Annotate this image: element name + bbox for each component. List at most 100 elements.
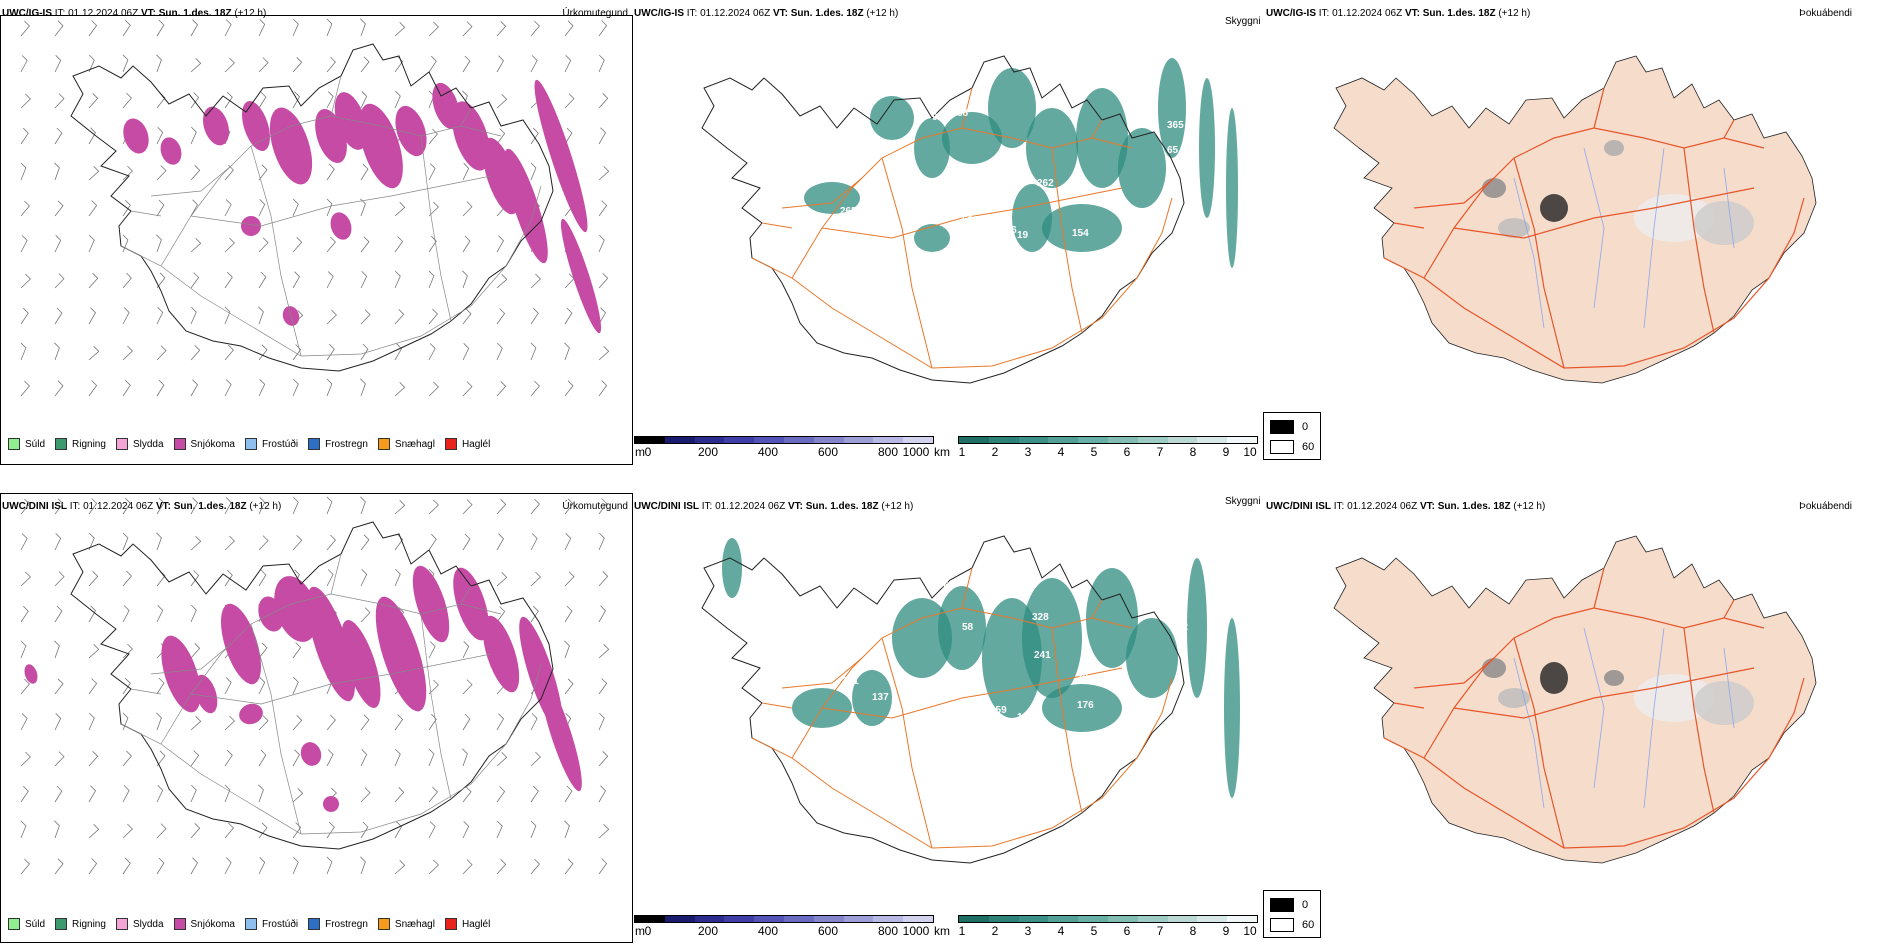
wind-barb	[598, 678, 608, 695]
wind-barb	[598, 751, 609, 767]
wind-barb	[326, 714, 336, 731]
legend-item-frostregn: Frostregn	[308, 438, 368, 450]
wind-barb	[88, 200, 98, 217]
panel-header: UWC/DINI ISL IT: 01.12.2024 06Z VT: Sun.…	[1266, 501, 1546, 512]
wind-barb	[428, 128, 438, 145]
wind-barb	[88, 234, 95, 253]
precip-map-frame-top	[0, 15, 633, 465]
wind-barb	[530, 605, 539, 623]
road-line	[190, 175, 492, 227]
road-line	[791, 607, 1133, 759]
wind-barb	[88, 712, 95, 731]
wind-barb	[20, 571, 31, 587]
wind-barb	[190, 604, 197, 623]
wind-barb	[394, 202, 406, 217]
wind-barb	[326, 749, 334, 767]
wind-barb	[156, 199, 165, 217]
wind-barb	[598, 785, 606, 803]
wind-barb	[326, 856, 333, 875]
fog-map-bottom	[1333, 535, 1817, 864]
snow-area	[482, 137, 520, 215]
wind-barb	[258, 822, 268, 839]
road-line	[961, 87, 973, 129]
wind-barb	[360, 163, 369, 181]
snow-area	[24, 664, 38, 684]
snow-area	[307, 586, 355, 702]
wind-barb	[496, 786, 506, 803]
elevation-label: 241	[1034, 650, 1051, 661]
wind-barb	[564, 498, 574, 515]
wind-barb	[54, 571, 65, 587]
snow-area	[160, 137, 182, 165]
river-line	[1583, 147, 1605, 309]
low-visibility-area	[892, 598, 952, 678]
wind-barb	[326, 343, 335, 361]
wind-barb	[122, 19, 131, 37]
wind-barb	[20, 820, 27, 839]
wind-barb	[394, 236, 404, 253]
wind-barb	[360, 343, 369, 361]
snow-area	[560, 218, 602, 334]
wind-barb	[190, 570, 200, 587]
wind-barb	[224, 379, 232, 397]
wind-barb	[462, 499, 473, 515]
wind-barb	[88, 93, 99, 109]
wind-barb	[360, 856, 366, 875]
wind-barb	[428, 786, 438, 803]
wind-barb	[428, 748, 435, 767]
river-line	[1583, 627, 1605, 789]
wind-barb	[88, 858, 98, 875]
wind-barb	[190, 19, 198, 37]
road-line	[1383, 197, 1805, 369]
wind-barb	[462, 343, 470, 361]
legend-item-slydda: Slydda	[115, 918, 164, 930]
wind-barb	[292, 788, 304, 803]
road-line	[781, 657, 863, 689]
elevation-label: 154	[1072, 228, 1089, 239]
wind-barb	[564, 55, 572, 73]
wind-barb	[156, 712, 162, 731]
elevation-label: 569	[962, 215, 979, 226]
road-line	[1723, 119, 1735, 139]
snow-area	[241, 216, 261, 236]
wind-barb	[598, 93, 609, 109]
low-visibility-area	[804, 182, 860, 214]
wind-barb	[326, 496, 333, 515]
wind-barb	[54, 342, 60, 361]
wind-barb	[54, 640, 60, 659]
wind-barb	[190, 643, 201, 659]
wind-barb	[428, 641, 436, 659]
wind-barb	[360, 18, 366, 37]
wind-barb	[326, 821, 335, 839]
wind-barb	[224, 344, 234, 361]
wind-barb	[156, 857, 165, 875]
wind-barb	[462, 55, 471, 73]
road-line	[250, 145, 302, 357]
wind-barb	[156, 272, 166, 289]
river-line	[1513, 177, 1545, 329]
road-line	[1413, 177, 1495, 209]
elevation-label: 53	[1142, 600, 1154, 611]
wind-barb	[156, 127, 164, 145]
wind-barb	[122, 823, 133, 839]
wind-barb	[326, 198, 333, 217]
elevation-label: 201	[842, 676, 859, 687]
wind-barb	[88, 54, 95, 73]
wind-barb	[190, 823, 201, 839]
road-line	[120, 185, 542, 357]
wind-barb	[394, 56, 404, 73]
wind-barb	[292, 715, 303, 731]
wind-barb	[394, 500, 406, 515]
wind-barb	[122, 497, 131, 515]
elevation-label: 65	[1167, 145, 1179, 156]
wind-barb	[598, 346, 610, 361]
wind-barb	[496, 342, 503, 361]
wind-barb	[428, 201, 439, 217]
panel-header: UWC/IG-IS IT: 01.12.2024 06Z VT: Sun. 1.…	[1266, 8, 1531, 19]
wind-barb	[224, 535, 235, 551]
wind-barb	[156, 823, 167, 839]
elevation-label: 137	[872, 692, 889, 703]
wind-barb	[258, 497, 266, 515]
elevation-label: 20	[1077, 672, 1089, 683]
height-colorbar-bottom: m 0 200 400 600 800 1000	[634, 915, 934, 938]
